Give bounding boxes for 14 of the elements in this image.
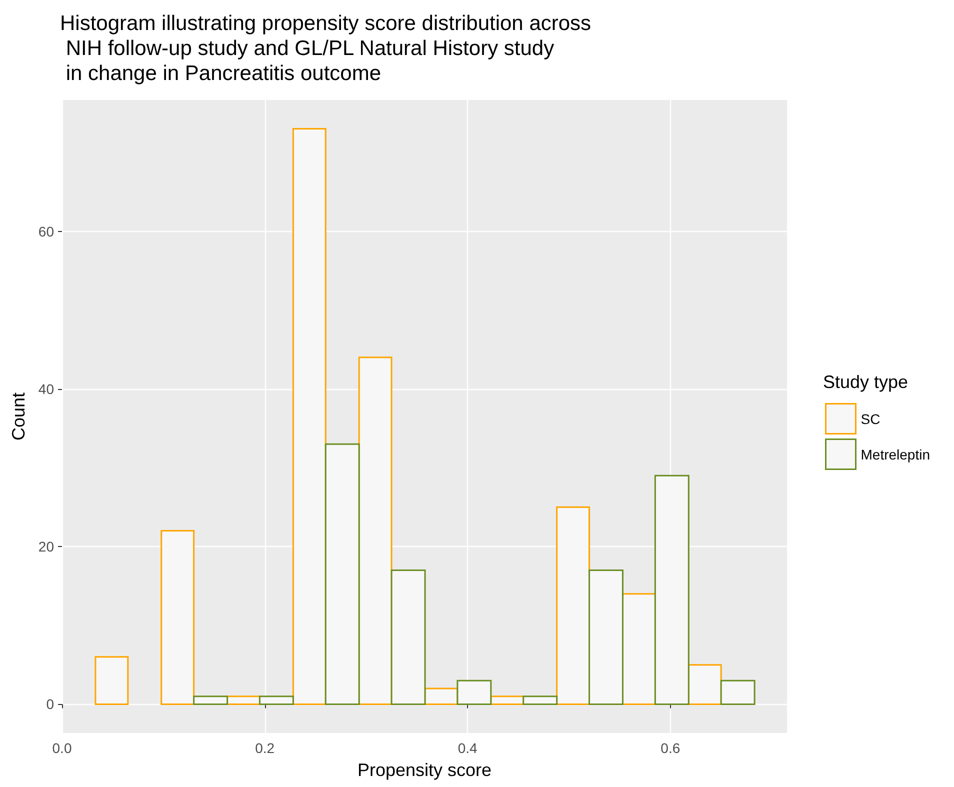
x-tick-label: 0.4: [458, 740, 478, 756]
y-tick-label: 40: [38, 380, 54, 397]
y-tick-label: 0: [46, 696, 54, 712]
chart-title: Histogram illustrating propensity score distribution across NIH follow-up study and GL/PL Natural History study in change in Pancreatitis outcome: [60, 12, 592, 85]
x-axis-title: Propensity score: [357, 760, 492, 780]
legend-label: SC: [860, 410, 880, 427]
y-tick-label: 60: [38, 223, 54, 240]
y-axis-title: Count: [8, 392, 29, 441]
legend-title: Study type: [823, 372, 908, 392]
legend-label: Metreleptin: [860, 446, 930, 462]
x-tick-label: 0.2: [255, 740, 275, 756]
x-tick-label: 0.6: [660, 740, 680, 756]
x-tick-label: 0.0: [52, 740, 72, 756]
y-tick-label: 20: [38, 538, 54, 555]
